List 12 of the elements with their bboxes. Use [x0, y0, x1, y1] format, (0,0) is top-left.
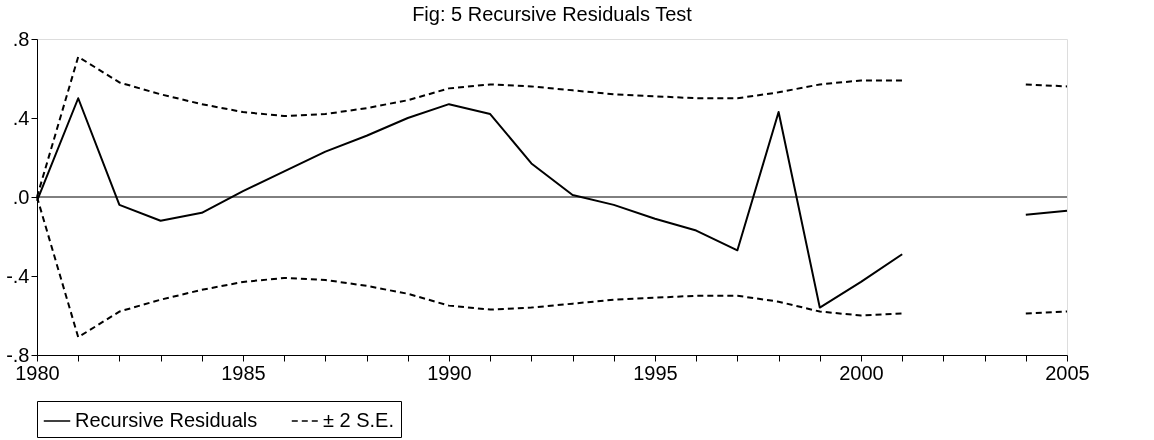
legend-label: Recursive Residuals	[75, 409, 258, 431]
y-tick-label: .8	[12, 27, 30, 50]
y-tick-label: -.4	[6, 264, 30, 287]
x-tick-label: 1990	[427, 361, 472, 384]
x-tick-label: 2000	[839, 361, 884, 384]
legend-label: ± 2 S.E.	[323, 409, 395, 431]
y-tick-label: .0	[12, 185, 30, 208]
chart-title: Fig: 5 Recursive Residuals Test	[412, 3, 693, 25]
x-tick-label: 1985	[221, 361, 266, 384]
x-tick-label: 1995	[633, 361, 678, 384]
x-tick-label: 2005	[1045, 361, 1090, 384]
y-tick-label: .4	[12, 106, 30, 129]
